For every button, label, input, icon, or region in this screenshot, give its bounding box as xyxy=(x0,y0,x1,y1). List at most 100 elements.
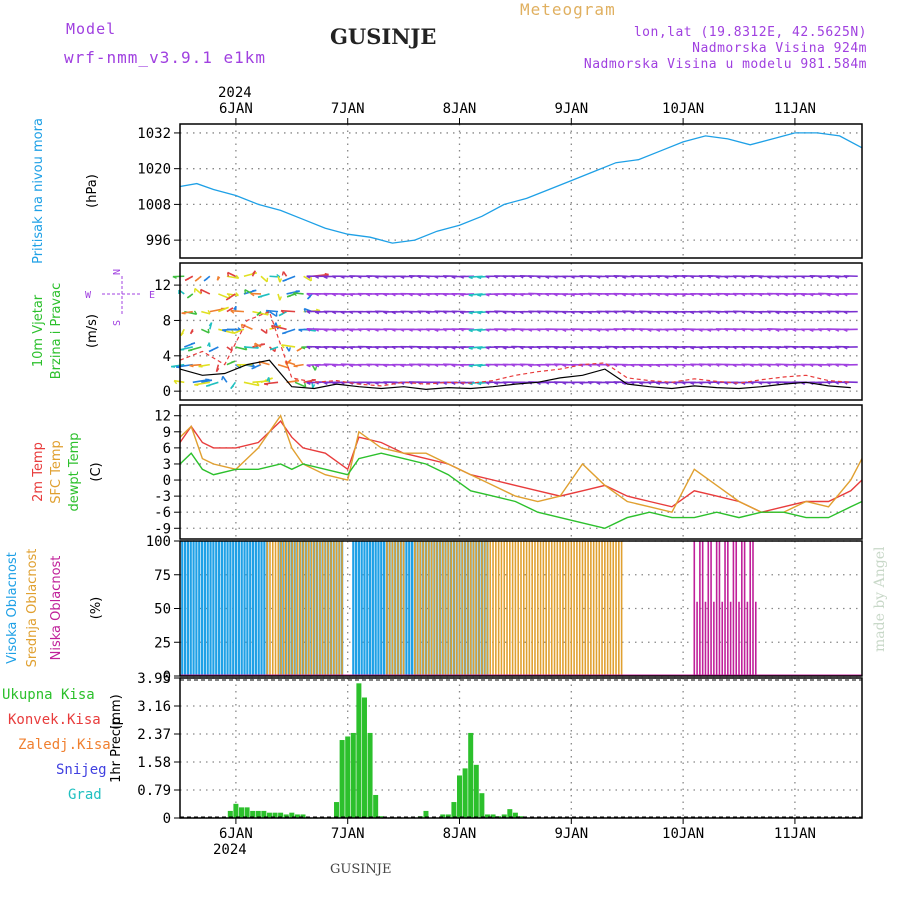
ytick-label-2-1: -6 xyxy=(154,505,171,521)
precip-axis-label: 1hr Precip xyxy=(109,717,124,783)
ytick-label-3-2: 50 xyxy=(154,602,171,618)
precip-bar-16 xyxy=(345,736,351,818)
lonlat-label: lon,lat (19.8312E, 42.5625N) xyxy=(633,25,867,40)
ytick-label-3-0: 0 xyxy=(163,669,171,685)
ytick-label-3-4: 100 xyxy=(146,534,171,550)
compass-south: S xyxy=(112,320,123,326)
precip-bar-10 xyxy=(283,814,289,818)
compass-north: N xyxy=(112,269,123,275)
model-label: Model xyxy=(66,20,117,38)
precip-bar-28 xyxy=(457,775,463,818)
ytick-label-4-5: 3.95 xyxy=(137,671,171,687)
precip-bar-25 xyxy=(440,814,446,818)
precip-legend-4: Grad xyxy=(68,787,102,803)
panel-frame-2 xyxy=(179,404,863,540)
wind-gust-line xyxy=(179,310,851,387)
bottom-year-label: 2024 xyxy=(213,842,247,858)
ytick-label-4-1: 0.79 xyxy=(137,783,171,799)
precip-bar-37 xyxy=(507,809,513,818)
temp-line-0 xyxy=(179,420,863,513)
precip-bar-9 xyxy=(278,812,284,818)
top-date-label-5: 11JAN xyxy=(774,101,816,117)
ytick-label-0-1: 1008 xyxy=(137,197,171,213)
ytick-label-2-4: 3 xyxy=(163,457,171,473)
precip-legend-2: Zaledj.Kisa xyxy=(18,737,111,753)
precip-bar-36 xyxy=(501,814,507,818)
precip-bar-27 xyxy=(451,802,457,818)
precip-bar-22 xyxy=(378,816,384,818)
bottom-date-label-2: 8JAN xyxy=(443,826,477,842)
precip-bar-31 xyxy=(473,764,479,818)
ytick-label-1-2: 8 xyxy=(163,313,171,329)
top-date-label-1: 7JAN xyxy=(331,101,365,117)
precip-bar-17 xyxy=(350,732,356,818)
precip-bar-21 xyxy=(373,794,379,818)
precip-bar-13 xyxy=(300,814,306,818)
precip-bar-38 xyxy=(512,812,518,818)
ytick-label-4-2: 1.58 xyxy=(137,755,171,771)
precip-legend-1: Konvek.Kisa xyxy=(8,712,101,728)
precip-bar-4 xyxy=(250,810,256,818)
ytick-label-4-3: 2.37 xyxy=(137,727,171,743)
ytick-label-1-1: 4 xyxy=(163,349,171,365)
precip-bar-34 xyxy=(490,814,496,818)
cloud-axis-label-3: Niska Oblacnost xyxy=(49,556,64,661)
wind-arrow-field xyxy=(170,270,858,390)
ytick-label-2-5: 6 xyxy=(163,441,171,457)
precip-bar-2 xyxy=(238,807,244,818)
precip-bar-6 xyxy=(261,810,267,818)
ytick-label-0-2: 1020 xyxy=(137,162,171,178)
temp-line-2 xyxy=(179,452,863,530)
precip-bar-39 xyxy=(518,816,524,818)
ytick-label-1-3: 12 xyxy=(154,278,171,294)
cloud-unit-label: (%) xyxy=(89,597,104,620)
panel-frame-0 xyxy=(179,123,863,259)
bottom-date-label-1: 7JAN xyxy=(331,826,365,842)
ytick-label-1-0: 0 xyxy=(163,384,171,400)
cloud-axis-label-2: Srednja Oblacnost xyxy=(25,549,40,668)
ytick-label-2-6: 9 xyxy=(163,425,171,441)
precip-bar-19 xyxy=(361,697,367,818)
precip-bar-8 xyxy=(272,812,278,818)
top-date-label-4: 10JAN xyxy=(662,101,704,117)
top-date-label-3: 9JAN xyxy=(554,101,588,117)
precip-bar-0 xyxy=(227,810,233,818)
cloud-axis-label-1: Visoka Oblacnost xyxy=(5,552,20,664)
compass-east: E xyxy=(149,290,155,301)
pressure-line xyxy=(179,132,863,244)
ytick-label-2-0: -9 xyxy=(154,521,171,537)
precip-bar-32 xyxy=(479,793,485,818)
bottom-date-label-5: 11JAN xyxy=(774,826,816,842)
ytick-label-3-3: 75 xyxy=(154,568,171,584)
precip-bar-7 xyxy=(266,812,272,818)
bottom-date-label-0: 6JAN xyxy=(219,826,253,842)
temp-axis-label-1: 2m Temp xyxy=(31,442,46,502)
precip-unit-label: (mm) xyxy=(109,694,124,729)
wind-axis-label-1: 10m Vjetar xyxy=(31,294,46,367)
ytick-label-4-0: 0 xyxy=(163,811,171,827)
precip-bar-11 xyxy=(289,812,295,818)
model-name: wrf-nmm_v3.9.1 e1km xyxy=(64,48,267,67)
pressure-axis-label: Pritisak na nivou mora xyxy=(31,118,46,264)
footer-location: GUSINJE xyxy=(330,862,392,877)
precip-bar-26 xyxy=(445,814,451,818)
compass-west: W xyxy=(85,290,92,301)
ytick-label-0-3: 1032 xyxy=(137,126,171,142)
precip-bar-18 xyxy=(356,683,362,818)
altitude-label: Nadmorska Visina 924m xyxy=(692,41,867,56)
temp-axis-label-3: dewpt Temp xyxy=(67,432,82,511)
precip-bar-1 xyxy=(233,803,239,818)
ytick-label-2-7: 12 xyxy=(154,409,171,425)
precip-bar-15 xyxy=(339,740,345,818)
ytick-label-4-4: 3.16 xyxy=(137,699,171,715)
temp-line-1 xyxy=(179,414,863,514)
wind-panel-frame xyxy=(179,262,863,401)
model-altitude-label: Nadmorska Visina u modelu 981.584m xyxy=(583,57,867,72)
temp-unit-label: (C) xyxy=(89,462,104,481)
precip-bar-20 xyxy=(367,732,373,818)
top-year-label: 2024 xyxy=(218,85,252,101)
location-title: GUSINJE xyxy=(330,24,437,49)
meteogram-title: Meteogram xyxy=(520,0,616,19)
pressure-unit-label: (hPa) xyxy=(85,174,100,208)
ytick-label-3-1: 25 xyxy=(154,635,171,651)
